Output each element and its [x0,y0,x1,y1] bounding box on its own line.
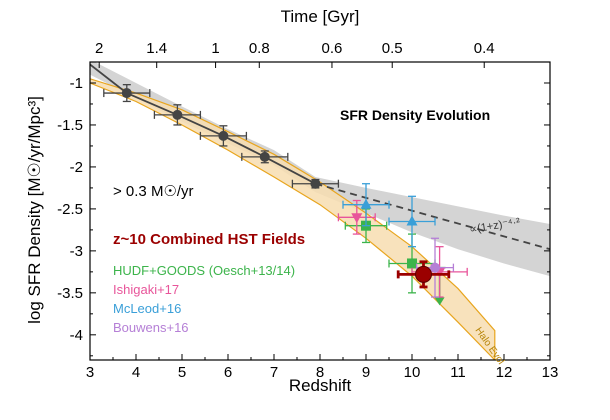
triangle-up-marker [360,198,372,209]
data-point [388,195,436,248]
circle-marker [259,151,270,162]
triangle-down-marker [351,213,363,224]
data-point [396,260,451,289]
x-tick-label: 11 [450,364,466,381]
circle-marker [121,88,132,99]
data-point [342,183,390,227]
top-tick-label: 1 [211,40,219,57]
y-tick-label: -2.5 [57,201,83,218]
y-tick-label: -1 [70,75,83,92]
top-tick-label: 0.8 [249,40,270,57]
combined-field-marker [415,265,432,283]
y-tick-label: -1.5 [57,117,83,134]
circle-marker [310,178,321,189]
powerlaw-extrapolation-line [315,182,550,251]
top-tick-label: 2 [95,40,103,57]
x-tick-label: 6 [224,364,232,381]
axis-ticks: 3 4 5 6 7 8 9 10 11 12 13 -1 -1.5 -2 -2.5 -3 -3.5 -4 2 1.4 1… [57,40,558,381]
x-tick-label: 8 [316,364,324,381]
threshold-label: > 0.3 M☉/yr [113,183,194,200]
triangle-up-marker [406,215,418,226]
square-marker [407,258,417,269]
series-0 [103,84,340,189]
x-axis-title: Redshift [289,376,352,395]
top-tick-label: 1.4 [146,40,167,57]
chart-title: SFR Density Evolution [340,107,490,123]
x-tick-label: 5 [178,364,186,381]
y-tick-label: -4 [70,327,83,344]
top-tick-label: 0.5 [382,40,403,57]
top-tick-label: 0.4 [474,40,495,57]
x-tick-label: 12 [496,364,513,381]
top-tick-label: 0.6 [322,40,343,57]
x-tick-label: 3 [86,364,94,381]
circle-marker [172,109,183,120]
legend-entry: Ishigaki+17 [113,282,179,297]
upper-limit-arrow [434,297,445,306]
data-point [241,150,289,164]
data-points [103,84,468,306]
legend: HUDF+GOODS (Oesch+13/14) Ishigaki+17 McLeo… [113,263,295,335]
x-tick-label: 10 [404,364,421,381]
series-5 [396,260,451,289]
data-point [291,178,340,189]
x-tick-label: 9 [362,364,370,381]
top-axis-title: Time [Gyr] [281,7,360,26]
legend-entry: HUDF+GOODS (Oesch+13/14) [113,263,295,278]
series-3 [342,183,436,248]
y-tick-label: -2 [70,159,83,176]
fit-lines [90,63,550,251]
x-tick-label: 13 [542,364,559,381]
data-point [103,84,151,103]
legend-entry: McLeod+16 [113,301,181,316]
legend-entry: Bouwens+16 [113,320,189,335]
low-z-fit-line [90,63,316,185]
y-axis-title: log SFR Density [M☉/yr/Mpc³] [25,96,44,324]
y-tick-label: -3.5 [57,285,83,302]
circle-marker [218,130,229,141]
y-tick-label: -3 [70,243,83,260]
data-point [199,125,248,147]
x-tick-label: 4 [132,364,140,381]
data-point [337,199,376,235]
z10-label: z~10 Combined HST Fields [113,231,305,248]
data-point [153,104,202,126]
halo-evolution-band [90,78,496,360]
circle-marker [430,262,440,273]
x-tick-label: 7 [270,364,278,381]
